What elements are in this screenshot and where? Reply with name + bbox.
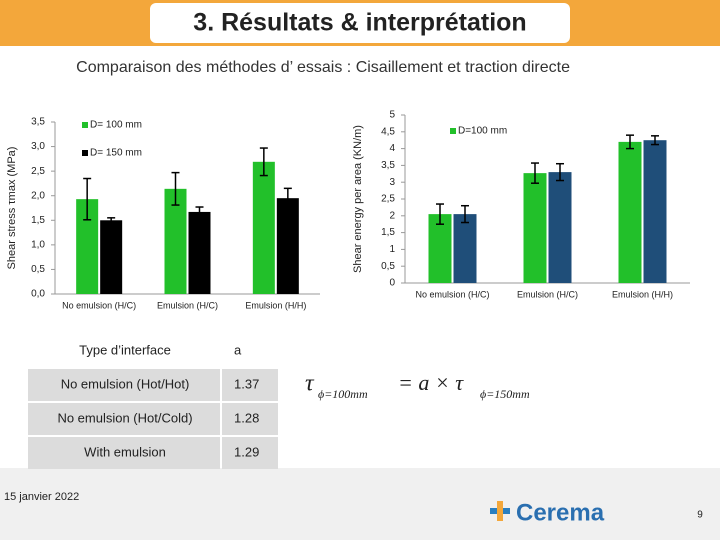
eq-middle: = a × τ [398,370,464,395]
table-cell [222,437,278,469]
logo-icon [490,501,510,521]
table-cell [222,369,278,401]
y-tick-label: 1,5 [31,215,45,226]
eq-lhs-sub: ϕ=100mm [318,387,368,401]
bar [188,211,211,294]
bar [523,173,547,283]
y-tick-label: 2,5 [381,194,395,205]
title: 3. Résultats & interprétation [193,9,526,37]
table-text: No emulsion (Hot/Hot) [61,376,190,391]
y-tick-label: 1,0 [31,239,45,250]
y-tick-label: 0,0 [31,289,45,300]
x-tick-label: Emulsion (H/H) [612,289,673,299]
y-tick-label: 3,5 [381,160,395,171]
logo: Cerema [516,499,605,526]
y-tick-label: 0 [389,278,395,289]
table-text: 1.29 [234,444,259,459]
date: 15 janvier 2022 [4,491,79,503]
y-tick-label: 2 [389,210,395,221]
x-tick-label: Emulsion (H/H) [245,300,306,310]
y-tick-label: 2,0 [31,190,45,201]
table-cell [28,369,220,401]
legend-label: D= 150 mm [90,148,142,159]
table-cell [28,403,220,435]
table-text: 1.37 [234,376,259,391]
bar [548,172,572,283]
y-tick-label: 3,0 [31,141,45,152]
y-tick-label: 0,5 [381,261,395,272]
table-cell [28,335,220,367]
bar [100,220,123,294]
table-text: No emulsion (Hot/Cold) [57,410,192,425]
legend-swatch [82,122,88,128]
legend-label: D= 100 mm [90,120,142,131]
legend-label: D=100 mm [458,126,507,137]
y-tick-label: 3 [389,177,395,188]
bar [276,198,299,294]
footer-band [0,468,720,540]
table-header: Type d’interface [79,342,171,357]
x-tick-label: Emulsion (H/C) [517,289,578,299]
bar [453,214,477,283]
table-cell [222,403,278,435]
table-cell [222,335,278,367]
y-tick-label: 2,5 [31,166,45,177]
x-tick-label: Emulsion (H/C) [157,300,218,310]
x-tick-label: No emulsion (H/C) [415,289,489,299]
y-axis-label: Shear energy per area (KN/m) [352,125,364,273]
y-tick-label: 1 [389,244,395,255]
y-tick-label: 3,5 [31,117,45,128]
table-text: 1.28 [234,410,259,425]
y-axis-label: Shear stress τmax (MPa) [6,147,18,270]
table-cell [28,437,220,469]
bar [428,214,452,283]
eq-rhs-sub: ϕ=150mm [480,387,530,401]
title-box [150,3,570,43]
y-tick-label: 0,5 [31,264,45,275]
y-tick-label: 4,5 [381,126,395,137]
table-header: a [234,342,242,357]
table-text: With emulsion [84,444,166,459]
legend-swatch [82,150,88,156]
bar [164,188,187,294]
page-number: 9 [697,510,703,521]
legend-swatch [450,128,456,134]
y-tick-label: 4 [389,143,395,154]
bar [618,141,642,283]
x-tick-label: No emulsion (H/C) [62,300,136,310]
bar [76,199,99,294]
equation: τ ϕ=100mm = a × τ ϕ=150mm [305,370,530,401]
y-tick-label: 5 [389,110,395,121]
bar [252,161,275,294]
y-tick-label: 1,5 [381,227,395,238]
bar [643,140,667,283]
subtitle: Comparaison des méthodes d’ essais : Cis… [76,59,570,76]
eq-lhs: τ [305,371,315,397]
